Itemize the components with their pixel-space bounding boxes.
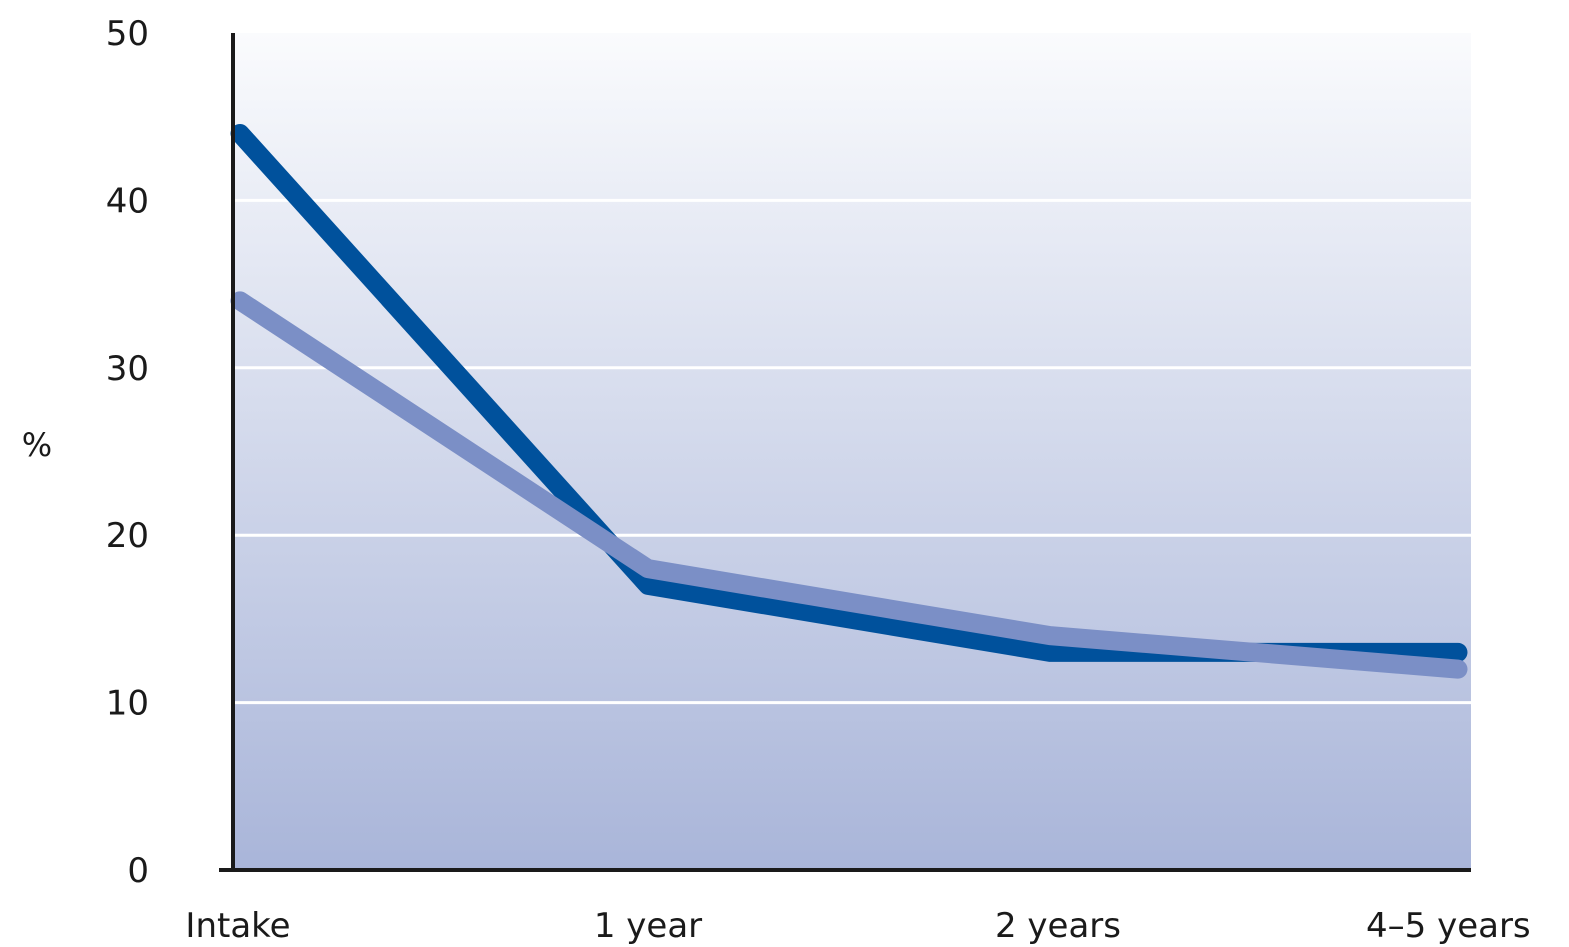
y-axis-label: % <box>22 426 52 464</box>
series-line-2 <box>230 291 1468 679</box>
x-tick-labels: Intake 1 year 2 years 4–5 years <box>185 906 1530 946</box>
y-tick-label: 0 <box>127 851 149 891</box>
y-tick-labels: 0 10 20 30 40 50 <box>106 14 149 891</box>
y-tick-label: 30 <box>106 349 149 389</box>
y-tick-label: 40 <box>106 181 149 221</box>
x-tick-label: 2 years <box>995 906 1121 946</box>
y-tick-label: 10 <box>106 684 149 724</box>
series-lines <box>230 123 1468 679</box>
x-tick-label: 4–5 years <box>1366 906 1531 946</box>
x-tick-label: Intake <box>185 906 290 946</box>
x-tick-label: 1 year <box>594 906 702 946</box>
axes <box>219 33 1471 872</box>
plot-background <box>233 33 1471 870</box>
y-tick-label: 20 <box>106 516 149 556</box>
y-tick-label: 50 <box>106 14 149 54</box>
